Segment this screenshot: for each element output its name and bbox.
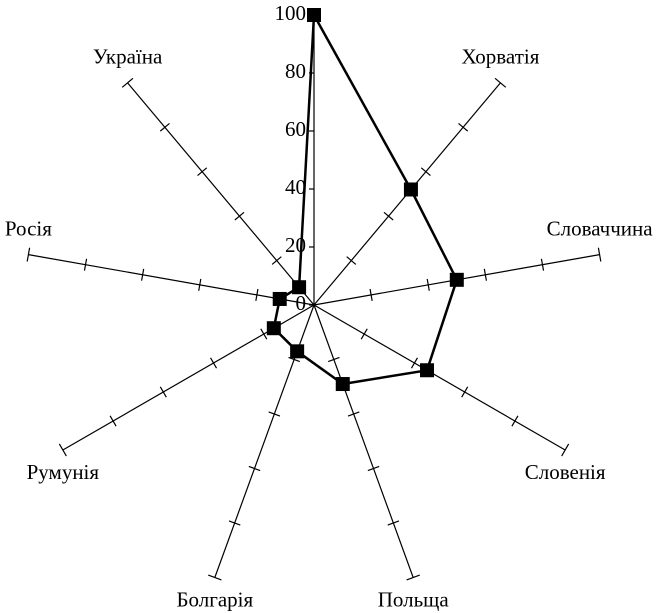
category-label: Хорватія — [461, 45, 539, 69]
marker — [307, 8, 321, 22]
tick-mark — [597, 247, 602, 262]
tick-mark — [208, 574, 222, 581]
spoke — [313, 304, 414, 578]
series-line — [272, 13, 459, 386]
tick-label: 40 — [285, 175, 306, 199]
tick-mark — [210, 357, 218, 369]
spoke — [28, 254, 315, 306]
tick-mark — [367, 465, 380, 472]
tick-mark — [410, 357, 418, 369]
tick-mark — [141, 268, 145, 281]
tick-label: 80 — [285, 59, 306, 83]
marker — [420, 363, 435, 378]
category-label: Болгарія — [176, 587, 253, 611]
tick-mark — [406, 574, 420, 581]
tick-mark — [234, 211, 245, 221]
tick-mark — [198, 278, 202, 291]
category-label: Україна — [93, 45, 163, 69]
tick-mark — [26, 247, 31, 262]
marker — [292, 280, 307, 295]
tick-mark — [461, 386, 469, 398]
tick-mark — [159, 122, 170, 132]
category-label: Росія — [5, 216, 52, 240]
tick-mark — [121, 77, 134, 88]
tick-mark — [420, 167, 431, 177]
tick-mark — [268, 411, 281, 417]
tick-mark — [83, 258, 88, 271]
tick-mark — [458, 122, 469, 132]
tick-mark — [248, 465, 261, 472]
tick-mark — [540, 258, 545, 271]
category-label: Словенія — [525, 460, 606, 484]
marker — [449, 272, 464, 287]
tick-mark — [494, 77, 507, 88]
tick-label: 100 — [275, 1, 307, 25]
tick-mark — [228, 520, 241, 526]
category-label: Румунія — [27, 460, 100, 484]
tick-mark — [561, 443, 570, 457]
tick-mark — [511, 415, 519, 427]
marker — [290, 344, 305, 359]
tick-mark — [369, 288, 373, 301]
tick-mark — [346, 256, 357, 265]
tick-mark — [426, 278, 430, 291]
marker — [403, 182, 418, 197]
marker — [272, 291, 287, 306]
tick-mark — [255, 288, 259, 301]
tick-label: 60 — [285, 117, 306, 141]
marker — [266, 321, 281, 336]
tick-mark — [271, 256, 282, 265]
tick-mark — [58, 443, 67, 457]
tick-mark — [159, 386, 167, 398]
tick-mark — [483, 268, 487, 281]
marker — [335, 377, 350, 392]
tick-mark — [260, 328, 268, 340]
tick-mark — [347, 411, 360, 417]
category-label: Словаччина — [547, 216, 654, 240]
tick-mark — [197, 167, 208, 177]
spoke — [313, 304, 566, 451]
tick-mark — [383, 211, 394, 221]
tick-mark — [387, 520, 400, 526]
spoke — [127, 82, 315, 306]
tick-mark — [360, 328, 368, 340]
tick-mark — [109, 415, 117, 427]
tick-mark — [327, 356, 340, 363]
category-label: Польща — [378, 587, 450, 611]
